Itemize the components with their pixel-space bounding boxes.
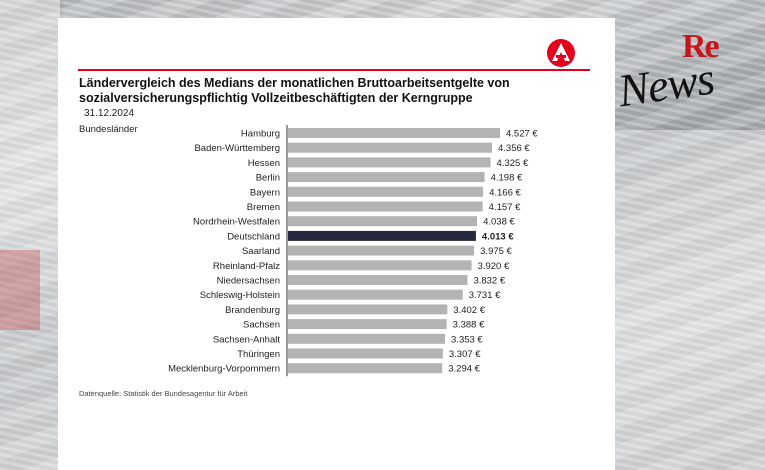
bar <box>288 201 483 212</box>
bar <box>288 172 485 183</box>
category-label: Nordrhein-Westfalen <box>193 217 280 228</box>
category-label: Mecklenburg-Vorpommern <box>168 364 280 375</box>
category-label: Sachsen <box>243 320 280 331</box>
category-label: Schleswig-Holstein <box>200 290 280 301</box>
data-label: 4.166 € <box>489 187 521 198</box>
bar <box>288 128 500 138</box>
bar <box>288 275 468 285</box>
chart-card: Ländervergleich des Medians der monatlic… <box>58 18 615 470</box>
category-label: Bremen <box>247 202 280 213</box>
category-axis-label: Bundesländer <box>79 124 138 135</box>
category-label: Hamburg <box>241 129 280 140</box>
data-label: 4.325 € <box>497 158 529 169</box>
data-label: 3.294 € <box>448 364 480 375</box>
bar <box>288 216 478 227</box>
data-label: 3.307 € <box>449 349 481 360</box>
data-label: 4.356 € <box>498 143 530 154</box>
data-label: 3.832 € <box>473 276 505 287</box>
renews-watermark-news: News <box>614 52 717 117</box>
background-red-patch <box>0 250 40 330</box>
data-label: 4.157 € <box>489 202 521 213</box>
data-label: 4.198 € <box>491 173 523 184</box>
bar-highlight <box>288 230 476 241</box>
bar <box>288 304 448 315</box>
data-label: 4.013 € <box>482 231 514 242</box>
category-label: Niedersachsen <box>217 276 280 287</box>
category-label: Saarland <box>242 246 280 257</box>
data-label: 4.527 € <box>506 129 538 140</box>
data-label: 3.975 € <box>480 246 512 257</box>
background-newspaper-sheet <box>615 130 765 470</box>
bar <box>288 142 492 153</box>
agency-a-logo-icon <box>547 39 575 67</box>
bar <box>288 363 443 374</box>
data-label: 3.920 € <box>478 261 510 272</box>
renews-watermark: Re News <box>614 28 748 118</box>
category-label: Sachsen-Anhalt <box>213 334 280 345</box>
category-label: Hessen <box>248 158 280 169</box>
chart-date: 31.12.2024 <box>84 108 135 119</box>
data-label: 3.402 € <box>453 305 485 316</box>
category-label: Rheinland-Pfalz <box>213 261 280 272</box>
renews-watermark-re: Re <box>682 28 720 65</box>
bar <box>288 260 472 271</box>
category-label: Brandenburg <box>225 305 280 316</box>
category-label: Berlin <box>256 173 280 184</box>
data-label: 4.038 € <box>483 217 515 228</box>
bar <box>288 348 443 359</box>
data-label: 3.388 € <box>453 320 485 331</box>
category-label: Deutschland <box>227 231 280 242</box>
bar <box>288 333 446 344</box>
bar <box>288 319 447 330</box>
data-label: 3.353 € <box>451 334 483 345</box>
bar-chart: Hamburg 4.527 € Baden-Württemberg 4.356 € He… <box>168 125 538 377</box>
bar <box>288 157 491 168</box>
data-label: 3.731 € <box>469 290 501 301</box>
title-rule <box>78 69 590 71</box>
category-label: Bayern <box>250 187 280 198</box>
bar <box>288 245 475 256</box>
category-label: Thüringen <box>237 349 280 360</box>
bar <box>288 289 463 300</box>
category-label: Baden-Württemberg <box>194 143 280 154</box>
chart-title: Ländervergleich des Medians der monatlic… <box>79 76 510 105</box>
background-newspaper-sheet <box>0 0 60 470</box>
bar <box>288 186 484 197</box>
data-source-note: Datenquelle: Statistik der Bundesagentur… <box>79 389 248 398</box>
